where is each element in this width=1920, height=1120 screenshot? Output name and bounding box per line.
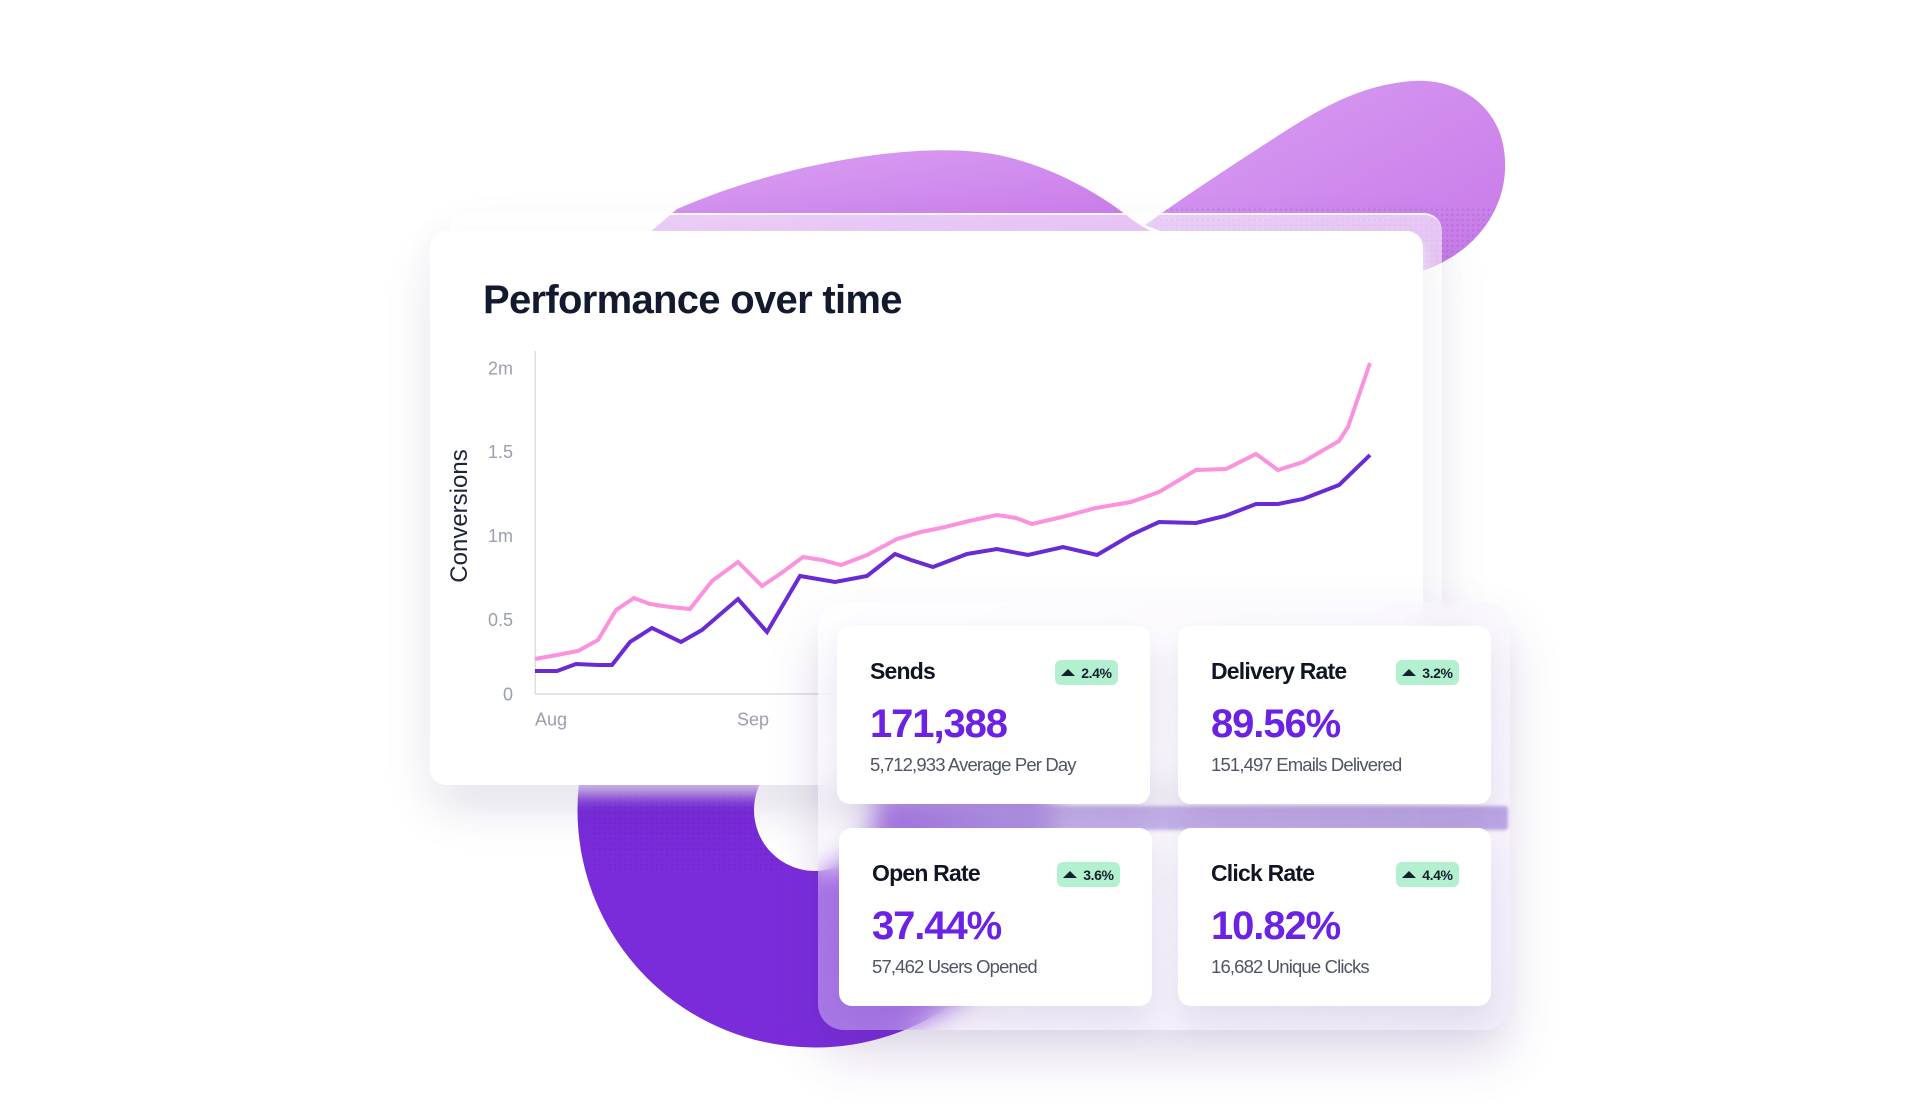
svg-text:Sep: Sep <box>737 710 769 730</box>
svg-text:Conversions: Conversions <box>446 449 473 582</box>
svg-text:0: 0 <box>503 685 513 705</box>
svg-text:1.5: 1.5 <box>488 442 513 462</box>
svg-text:Aug: Aug <box>535 710 567 730</box>
svg-text:1m: 1m <box>488 526 513 546</box>
svg-text:0.5: 0.5 <box>488 610 513 630</box>
svg-text:2m: 2m <box>488 359 513 379</box>
